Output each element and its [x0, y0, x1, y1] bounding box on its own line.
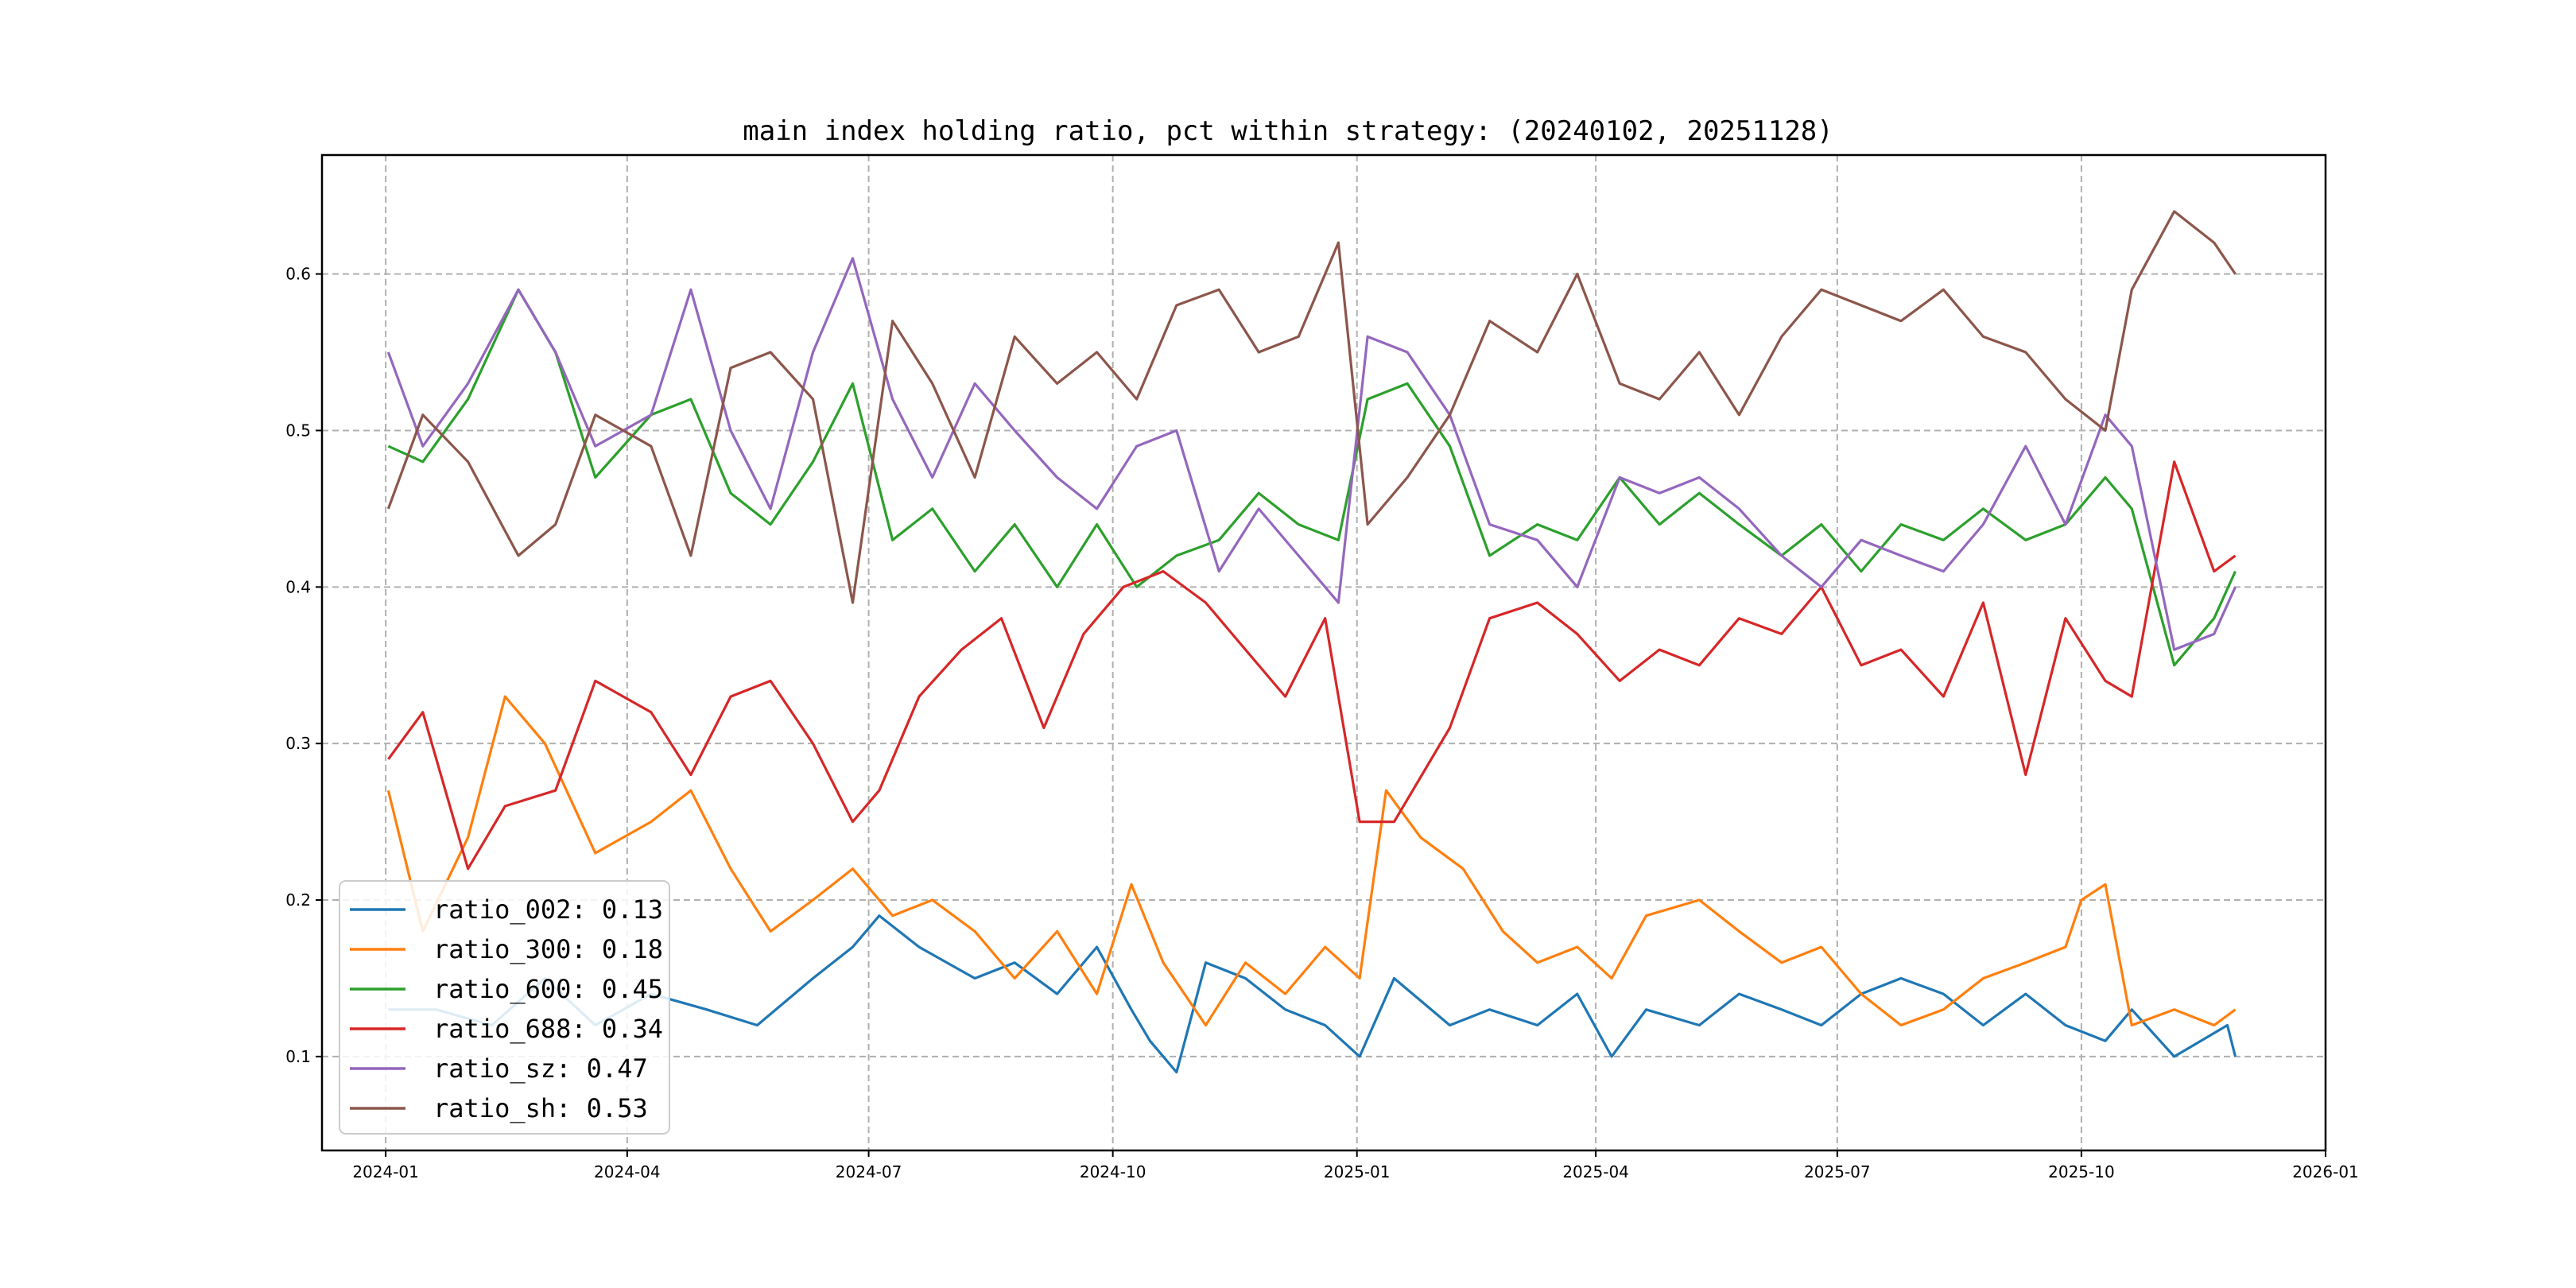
legend-label-ratio_600: ratio_600: 0.45: [433, 974, 663, 1004]
x-tick-label: 2025-07: [1804, 1162, 1871, 1181]
legend-frame: [339, 880, 670, 1135]
series-line-ratio_688: [387, 460, 2237, 871]
series-line-ratio_sz: [386, 257, 2237, 651]
legend-label-ratio_300: ratio_300: 0.18: [433, 934, 663, 964]
series-line-ratio_600: [387, 288, 2237, 667]
legend: ratio_002: 0.13 ratio_300: 0.18 ratio_600:…: [339, 880, 670, 1135]
y-tick-label: 0.4: [285, 577, 311, 596]
y-tick-label: 0.3: [285, 734, 311, 753]
x-tick-label: 2025-04: [1562, 1162, 1629, 1181]
x-tick-label: 2024-04: [594, 1162, 661, 1181]
x-tick-label: 2025-01: [1324, 1162, 1391, 1181]
x-tick-label: 2024-01: [352, 1162, 419, 1181]
y-tick-label: 0.1: [285, 1047, 311, 1066]
x-tick-label: 2024-10: [1080, 1162, 1146, 1181]
series-line-ratio_sh: [386, 210, 2237, 604]
y-tick-label: 0.5: [285, 421, 311, 440]
series-line-ratio_300: [386, 695, 2237, 1027]
x-tick-label: 2025-10: [2048, 1162, 2115, 1181]
series-lines: [386, 210, 2237, 1074]
plot-frame: [320, 153, 2327, 1152]
legend-label-ratio_002: ratio_002: 0.13: [433, 894, 663, 925]
legend-label-ratio_sz: ratio_sz: 0.47: [433, 1053, 648, 1084]
x-axis: 2024-01 2024-04 2024-07 2024-10 2025-01 2025-…: [352, 1150, 2359, 1181]
y-axis: 0.1 0.2 0.3 0.4 0.5 0.6: [285, 265, 322, 1066]
legend-label-ratio_688: ratio_688: 0.34: [433, 1014, 663, 1044]
y-tick-label: 0.2: [285, 890, 311, 910]
y-tick-label: 0.6: [285, 265, 311, 284]
chart-title: main index holding ratio, pct within str…: [743, 115, 1833, 147]
x-tick-label: 2024-07: [836, 1162, 902, 1181]
legend-label-ratio_sh: ratio_sh: 0.53: [433, 1093, 648, 1123]
series-line-ratio_002: [388, 914, 2237, 1074]
x-tick-label: 2026-01: [2292, 1162, 2359, 1181]
